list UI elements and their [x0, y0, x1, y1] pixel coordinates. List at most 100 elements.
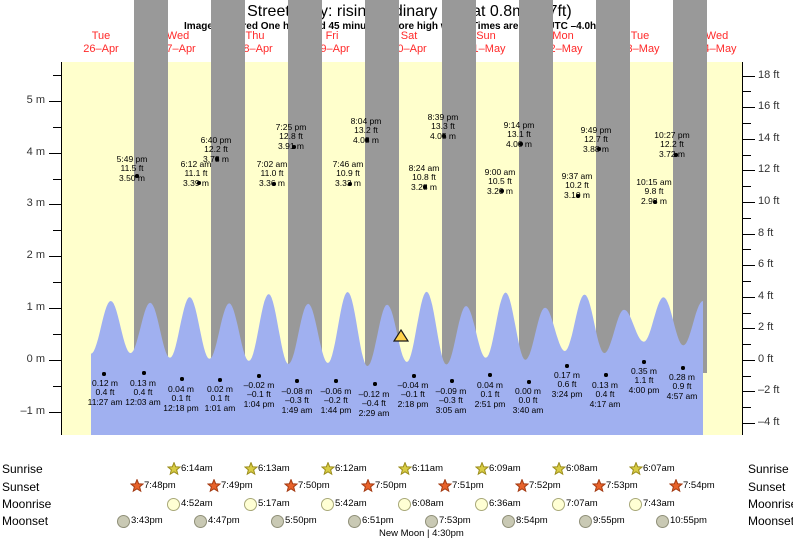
date-header-date: 04–May — [697, 43, 737, 55]
low-tide-annotation: –0.12 m –0.4 ft 2:29 am — [342, 389, 406, 418]
date-header-7: Tue 03–May — [600, 30, 680, 56]
low-tide-annotation: –0.09 m –0.3 ft 3:05 am — [419, 386, 483, 415]
date-header-dow: Wed — [705, 30, 729, 42]
moonrise-moon-icon — [244, 498, 257, 511]
low-tide-time: 12:18 pm — [163, 402, 199, 413]
low-tide-time: 1:04 pm — [243, 398, 275, 409]
high-tide-time: 9:49 pm — [580, 125, 612, 135]
date-header-date: 01–May — [466, 43, 506, 55]
low-tide-dot — [412, 374, 416, 378]
high-tide-dot — [597, 147, 601, 151]
y-tick-left-minor — [53, 178, 61, 180]
low-tide-meters: 0.12 m — [92, 378, 118, 388]
low-tide-feet: –0.4 ft — [362, 398, 386, 409]
moonset-moon-icon — [348, 515, 361, 528]
high-tide-feet: 10.8 ft — [412, 172, 436, 183]
low-tide-annotation: 0.00 m 0.0 ft 3:40 am — [496, 386, 560, 415]
low-tide-feet: –0.1 ft — [247, 389, 271, 400]
moonrise-time: 7:07am — [566, 498, 598, 509]
high-tide-time: 5:49 pm — [116, 154, 148, 164]
sunrise-time: 6:14am — [181, 463, 213, 474]
date-header-8: Wed 04–May — [677, 30, 757, 56]
high-tide-meters: 3.72 m — [659, 148, 685, 159]
y-tick-label-right: 14 ft — [758, 131, 780, 144]
y-tick-label-left: 3 m — [26, 197, 45, 210]
low-tide-time: 3:05 am — [435, 404, 467, 415]
y-tick-left-minor — [53, 230, 61, 232]
y-tick-right-major — [743, 391, 755, 393]
date-header-date: 29–Apr — [314, 43, 350, 55]
y-tick-right-major — [743, 296, 755, 298]
low-tide-annotation: –0.04 m –0.1 ft 2:18 pm — [381, 380, 445, 409]
low-tide-annotation: 0.04 m 0.1 ft 12:18 pm — [149, 384, 213, 413]
y-tick-right-minor — [743, 249, 751, 251]
high-tide-dot — [197, 181, 201, 185]
y-tick-right-major — [743, 201, 755, 203]
y-tick-right-minor — [743, 280, 751, 282]
y-tick-label-right: 8 ft — [758, 226, 774, 239]
y-tick-label-left: 5 m — [26, 93, 45, 106]
sunset-star-icon — [284, 479, 298, 493]
moonset-moon-icon — [579, 515, 592, 528]
sunset-row-label-left: Sunset — [2, 480, 40, 494]
high-tide-dot — [292, 145, 296, 149]
high-tide-dot — [519, 142, 523, 146]
high-tide-dot — [423, 185, 427, 189]
date-header-date: 27–Apr — [160, 43, 196, 55]
moonrise-time: 6:08am — [412, 498, 444, 509]
moonset-time: 6:51pm — [362, 515, 394, 526]
y-tick-right-minor — [743, 375, 751, 377]
date-header-date: 30–Apr — [391, 43, 427, 55]
y-tick-right-major — [743, 328, 755, 330]
high-tide-feet: 13.2 ft — [354, 125, 378, 136]
low-tide-time: 4:00 pm — [628, 384, 660, 395]
low-tide-meters: 0.13 m — [592, 380, 618, 390]
high-tide-time: 9:00 am — [484, 167, 516, 177]
sunset-time: 7:49pm — [221, 480, 253, 491]
low-tide-meters: 0.17 m — [554, 370, 580, 380]
moonset-time: 4:47pm — [208, 515, 240, 526]
y-tick-left-minor — [53, 74, 61, 76]
low-tide-dot — [142, 371, 146, 375]
sunrise-time: 6:08am — [566, 463, 598, 474]
high-tide-feet: 10.2 ft — [565, 180, 589, 191]
y-tick-left-minor — [53, 385, 61, 387]
low-tide-meters: –0.12 m — [358, 389, 390, 399]
moonrise-moon-icon — [629, 498, 642, 511]
date-header-6: Mon 02–May — [523, 30, 603, 56]
sunrise-star-icon — [167, 462, 181, 476]
high-tide-dot — [674, 153, 678, 157]
low-tide-dot — [450, 379, 454, 383]
y-tick-left-major — [49, 308, 61, 310]
low-tide-annotation: 0.17 m 0.6 ft 3:24 pm — [535, 370, 599, 399]
date-header-4: Sat 30–Apr — [369, 30, 449, 56]
low-tide-meters: –0.06 m — [320, 386, 352, 396]
low-tide-feet: 0.4 ft — [595, 389, 615, 400]
low-tide-dot — [334, 379, 338, 383]
low-tide-meters: 0.13 m — [130, 378, 156, 388]
date-header-dow: Sat — [400, 30, 418, 42]
high-tide-annotation: 7:25 pm 12.8 ft 3.91 m — [251, 122, 331, 151]
y-tick-right-major — [743, 75, 755, 77]
low-tide-dot — [488, 373, 492, 377]
low-tide-dot — [257, 374, 261, 378]
y-tick-label-right: 16 ft — [758, 100, 780, 113]
y-tick-right-minor — [743, 217, 751, 219]
sunset-time: 7:50pm — [375, 480, 407, 491]
moonrise-row-label-left: Moonrise — [2, 497, 52, 511]
moonset-time: 10:55pm — [670, 515, 707, 526]
high-tide-feet: 12.8 ft — [279, 131, 303, 142]
moonset-moon-icon — [194, 515, 207, 528]
sunset-star-icon — [361, 479, 375, 493]
low-tide-meters: 0.04 m — [168, 384, 194, 394]
moonrise-time: 6:36am — [489, 498, 521, 509]
sunset-time: 7:48pm — [144, 480, 176, 491]
high-tide-annotation: 9:00 am 10.5 ft 3.20 m — [460, 167, 540, 196]
y-tick-right-major — [743, 423, 755, 425]
high-tide-meters: 3.33 m — [335, 177, 361, 188]
low-tide-feet: 0.9 ft — [672, 381, 692, 392]
low-tide-time: 1:01 am — [204, 402, 236, 413]
low-tide-feet: 0.0 ft — [518, 395, 538, 406]
low-tide-meters: 0.28 m — [669, 372, 695, 382]
high-tide-feet: 12.2 ft — [660, 139, 684, 150]
